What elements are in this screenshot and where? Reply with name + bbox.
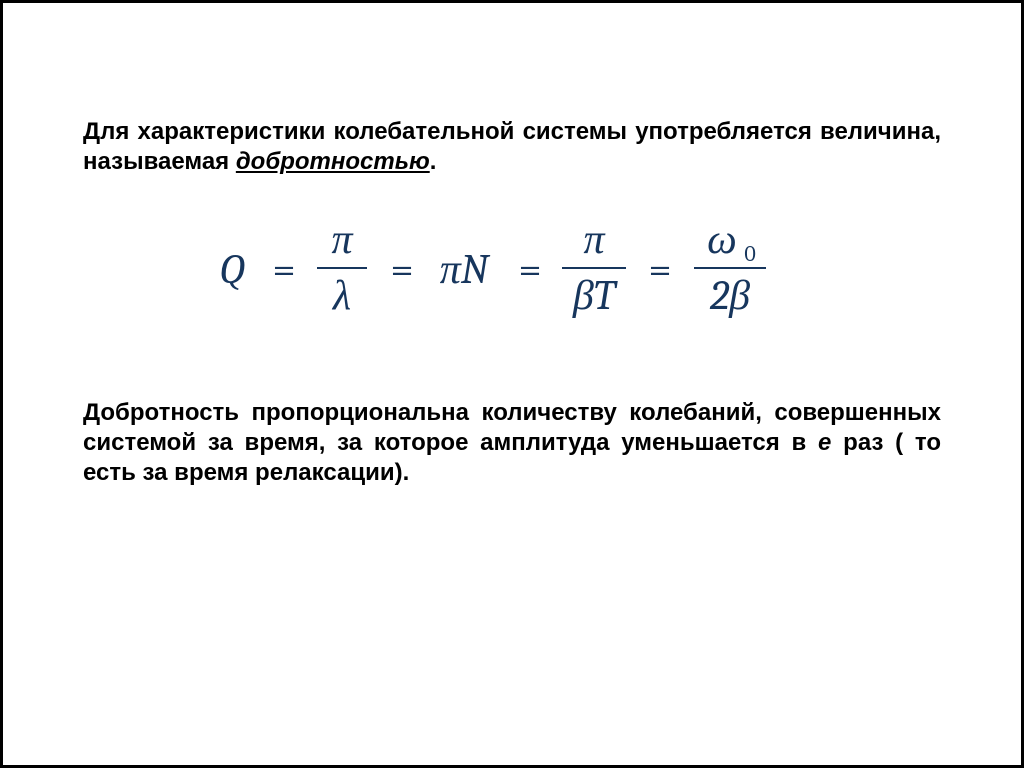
intro-paragraph: Для характеристики колебательной системы… bbox=[83, 117, 941, 177]
outro-line: Добротность пропорциональна количеству к… bbox=[83, 399, 941, 456]
intro-before-term: Для характеристики колебательной системы… bbox=[83, 118, 941, 175]
formula-svg: Q = π λ = πN = π βT = bbox=[202, 213, 822, 323]
sym-eq4: = bbox=[648, 245, 671, 294]
sym-Q: Q bbox=[219, 245, 245, 294]
sym-eq1: = bbox=[272, 245, 295, 294]
sym-eq3: = bbox=[518, 245, 541, 294]
outro-paragraph: Добротность пропорциональна количеству к… bbox=[83, 398, 941, 488]
sym-lambda: λ bbox=[331, 271, 351, 320]
intro-term: добротностью bbox=[236, 148, 430, 175]
sym-piN: πN bbox=[440, 245, 491, 294]
sym-pi2: π bbox=[583, 215, 605, 264]
sym-omega: ω bbox=[707, 215, 737, 264]
sym-eq2: = bbox=[390, 245, 413, 294]
intro-after-term: . bbox=[430, 148, 437, 175]
outro-ital-e: е bbox=[818, 429, 831, 456]
formula-block: Q = π λ = πN = π βT = bbox=[83, 213, 941, 328]
sym-pi1: π bbox=[331, 215, 353, 264]
sym-betaT: βT bbox=[572, 271, 618, 320]
sym-sub0: 0 bbox=[744, 241, 755, 267]
sym-2beta: 2β bbox=[709, 271, 750, 320]
slide-frame: Для характеристики колебательной системы… bbox=[0, 0, 1024, 768]
